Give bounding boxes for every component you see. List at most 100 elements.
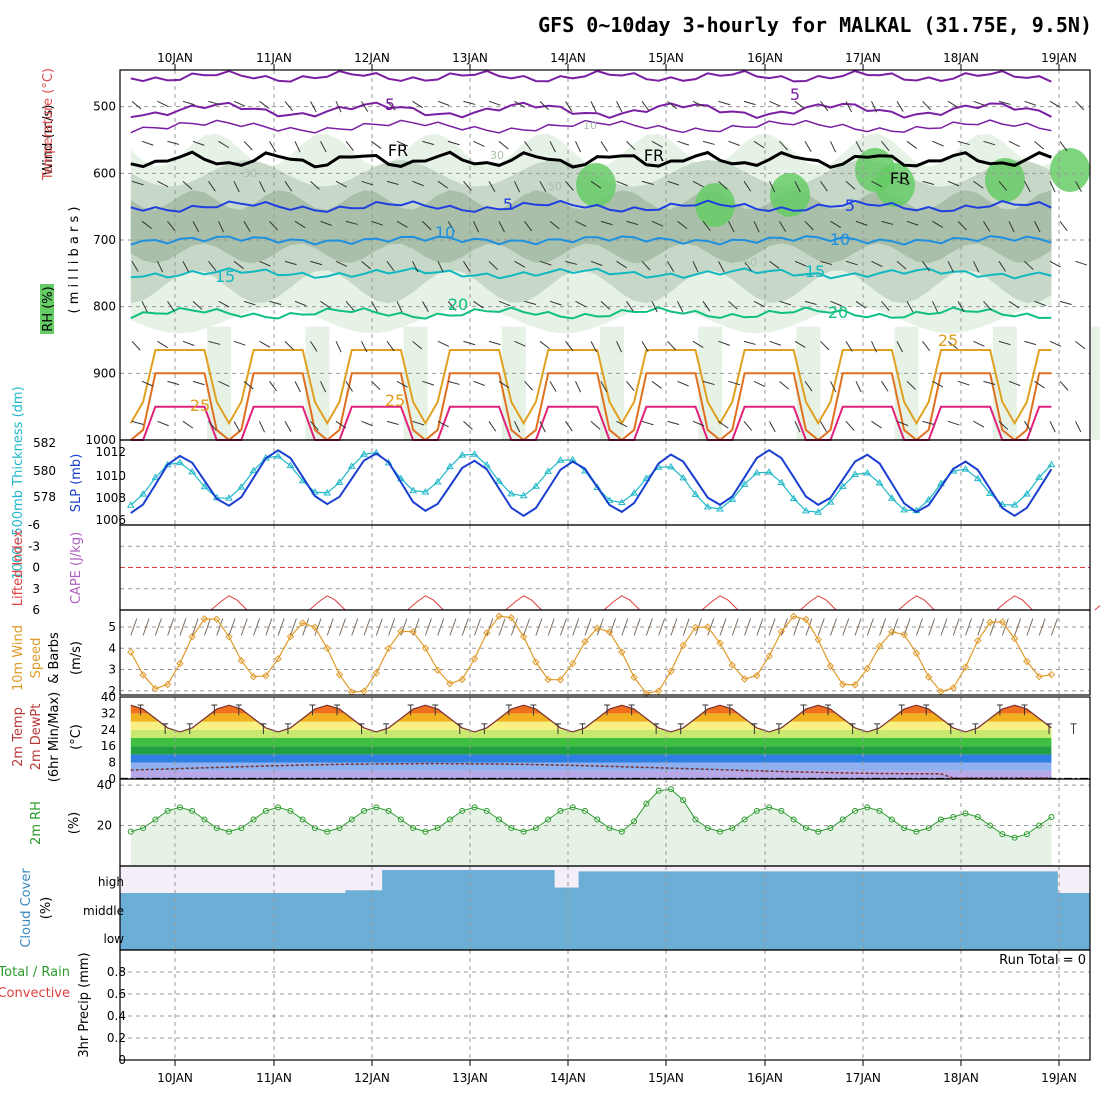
wind-barb bbox=[294, 300, 307, 307]
wind10-barb bbox=[854, 618, 862, 636]
wind-barb bbox=[259, 100, 270, 109]
wind-barb bbox=[310, 180, 320, 190]
wind-barb bbox=[284, 101, 293, 111]
wind-barb bbox=[565, 181, 574, 191]
lifted-index-tick-label: -6 bbox=[28, 518, 40, 532]
wind-barb bbox=[998, 420, 1009, 430]
wind-barb bbox=[973, 100, 985, 106]
wind-barb bbox=[600, 141, 608, 152]
wind-barb bbox=[488, 421, 497, 432]
slp-tick-label: 1008 bbox=[95, 491, 126, 505]
wind-barb bbox=[957, 301, 965, 312]
cloud-high-bar bbox=[897, 871, 911, 893]
contour-label: 10 bbox=[583, 119, 597, 132]
wind-barb bbox=[412, 100, 423, 109]
wind10-barb bbox=[1050, 618, 1058, 636]
cloud-high-bar bbox=[885, 871, 899, 893]
date-label-top: 11JAN bbox=[256, 51, 292, 65]
wind-barb bbox=[396, 140, 409, 147]
wind-barb bbox=[208, 181, 216, 192]
wind-barb bbox=[881, 141, 890, 151]
thickness-point bbox=[335, 478, 344, 485]
wind-barb bbox=[692, 420, 705, 427]
wind-barb bbox=[728, 140, 740, 146]
ylabel-wind10-unit: (m/s) bbox=[69, 641, 84, 675]
wind-barb bbox=[575, 141, 582, 153]
chart-title: GFS 0~10day 3-hourly for MALKAL (31.75E,… bbox=[538, 13, 1092, 37]
ylabel-pressure: ( m i l l i b a r s ) bbox=[67, 207, 82, 314]
wind-barb bbox=[590, 420, 601, 430]
lifted-index-line bbox=[603, 595, 641, 611]
wind10-barb bbox=[167, 618, 175, 636]
wind-barb bbox=[320, 141, 327, 153]
wind-barb bbox=[371, 301, 378, 313]
wind-barb bbox=[524, 141, 533, 152]
ylabel-wind10-barbs: & Barbs bbox=[47, 632, 62, 684]
lifted-index-line bbox=[505, 595, 542, 611]
wind-barb bbox=[718, 180, 728, 190]
pressure-tick-label: 900 bbox=[93, 366, 116, 380]
wind-barb bbox=[718, 100, 731, 106]
contour-label: 25 bbox=[385, 391, 405, 410]
wind-speed-line bbox=[130, 615, 1052, 695]
thickness-point bbox=[924, 495, 933, 503]
rh2m-panel: 40 20 bbox=[97, 778, 1090, 866]
wind-barb bbox=[131, 420, 144, 425]
cloud-high-bar bbox=[419, 870, 432, 893]
wind-barb bbox=[947, 420, 960, 426]
temp-contour-35 bbox=[130, 405, 1052, 441]
wind-barb bbox=[702, 140, 715, 145]
wind-barb bbox=[386, 420, 399, 425]
rh-tick-label: 20 bbox=[97, 819, 112, 833]
wind-barb bbox=[769, 421, 776, 433]
temp-band bbox=[130, 746, 1052, 755]
wind-barb bbox=[463, 340, 476, 346]
wind-barb bbox=[539, 421, 546, 433]
thickness-point bbox=[372, 448, 381, 456]
wind10-barb bbox=[572, 618, 580, 636]
wind-barb bbox=[1075, 340, 1086, 350]
wind10-barb bbox=[154, 618, 162, 636]
ylabel-precip-convective: Convective bbox=[0, 986, 70, 1001]
wind-barb bbox=[794, 421, 801, 433]
wind-barb bbox=[335, 101, 342, 113]
wind-barb bbox=[651, 380, 662, 389]
cloud-high-bar bbox=[787, 871, 801, 893]
wind-barb bbox=[820, 101, 829, 112]
wind-tick-label: 3 bbox=[108, 663, 116, 677]
wind-barb bbox=[259, 340, 271, 348]
wind10-barb bbox=[535, 618, 543, 636]
wind-barb bbox=[157, 340, 168, 349]
wind-barb bbox=[386, 100, 396, 111]
ylabel-temp-minmax: (6hr Min/Max) bbox=[47, 692, 62, 782]
wind-barb bbox=[677, 301, 684, 313]
wind-barb bbox=[1008, 221, 1015, 233]
rh-moist-blob bbox=[985, 158, 1025, 202]
wind-tick-label: 4 bbox=[108, 641, 116, 655]
wind-barb bbox=[896, 260, 907, 270]
ylabel-lifted-index: Lifted Index bbox=[11, 529, 26, 606]
cloud-high-bar bbox=[971, 871, 985, 893]
date-label-bottom: 13JAN bbox=[452, 1071, 488, 1085]
cloud-high-bar bbox=[762, 871, 776, 893]
wind-speed-point bbox=[127, 648, 135, 656]
wind10-barb bbox=[191, 618, 199, 636]
wind10-barb bbox=[633, 618, 641, 636]
wind10-barb bbox=[780, 618, 788, 636]
wind10-barb bbox=[547, 618, 555, 636]
wind-barb bbox=[616, 420, 628, 428]
date-label-top: 15JAN bbox=[648, 51, 684, 65]
ylabel-cloud: Cloud Cover bbox=[19, 868, 34, 948]
cloud-high-bar bbox=[1008, 871, 1022, 893]
wind-barb bbox=[167, 221, 176, 231]
wind10-barb bbox=[719, 618, 727, 636]
wind-barb bbox=[1008, 380, 1021, 387]
wind-barb bbox=[422, 301, 429, 313]
wind-barb bbox=[524, 380, 534, 391]
date-label-bottom: 17JAN bbox=[845, 1071, 881, 1085]
contour-label: 5 bbox=[503, 195, 513, 214]
wind-barb bbox=[922, 420, 935, 425]
wind-barb bbox=[575, 220, 587, 227]
wind-barb bbox=[565, 341, 574, 352]
